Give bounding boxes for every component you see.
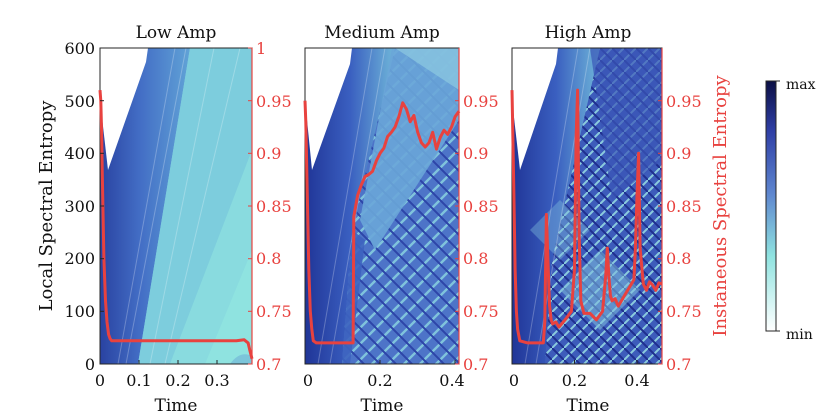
left-y-axis-label: Local Spectral Entropy	[36, 100, 57, 312]
x-ticks-medium-amp: 0 0.2 0.4	[303, 360, 465, 390]
ytick-500: 500	[64, 92, 95, 111]
entropy-line-low-amp	[98, 89, 254, 360]
xlabel-medium-amp: Time	[361, 396, 404, 416]
right-y-ticks-high-amp: 0.7 0.75 0.8 0.85 0.9 0.95	[658, 92, 702, 374]
colorbar-max-label: max	[786, 77, 816, 93]
panel-medium-amp: Medium Amp 0 0.2 0.4 0.7 0.75 0.8 0.85 0…	[303, 23, 499, 416]
rtick-p1-0.9: 0.9	[256, 144, 281, 163]
title-high-amp: High Amp	[545, 23, 632, 43]
colorbar: max min	[765, 77, 816, 343]
rtick-p2-0.85: 0.85	[463, 197, 499, 216]
rtick-p3-0.95: 0.95	[666, 92, 702, 111]
rtick-p3-0.9: 0.9	[666, 144, 691, 163]
left-y-ticks: 0 100 200 300 400 500 600	[64, 39, 104, 374]
xlabel-low-amp: Time	[155, 396, 198, 416]
heatmap-medium-amp	[305, 48, 459, 364]
rtick-p1-0.85: 0.85	[256, 197, 292, 216]
rtick-p1-0.75: 0.75	[256, 302, 292, 321]
x-ticks-high-amp: 0 0.2 0.4	[509, 360, 650, 390]
rtick-p3-0.75: 0.75	[666, 302, 702, 321]
ytick-300: 300	[64, 197, 95, 216]
ytick-200: 200	[64, 249, 95, 268]
xtick-p1-0: 0	[95, 371, 105, 390]
rtick-p1-0.8: 0.8	[256, 249, 281, 268]
rtick-p2-0.8: 0.8	[463, 249, 488, 268]
entropy-line-medium-amp	[303, 100, 461, 345]
x-ticks-low-amp: 0 0.1 0.2 0.3	[95, 360, 230, 390]
entropy-line-high-amp	[510, 88, 663, 345]
colorbar-min-label: min	[786, 327, 813, 343]
rtick-p2-0.9: 0.9	[463, 144, 488, 163]
ytick-0: 0	[85, 355, 95, 374]
rtick-p3-0.8: 0.8	[666, 249, 691, 268]
heatmap-low-amp	[100, 48, 252, 364]
ytick-100: 100	[64, 302, 95, 321]
panel-low-amp: Low Amp 0 100 200 300 400 500 600 0 0.1 …	[64, 23, 291, 416]
rtick-p2-0.7: 0.7	[463, 355, 488, 374]
xtick-p2-0: 0	[303, 371, 313, 390]
title-low-amp: Low Amp	[136, 23, 217, 43]
xtick-p3-0.2: 0.2	[562, 371, 587, 390]
rtick-p1-0.7: 0.7	[256, 355, 281, 374]
ytick-400: 400	[64, 144, 95, 163]
xtick-p3-0: 0	[509, 371, 519, 390]
rtick-p3-0.85: 0.85	[666, 197, 702, 216]
xtick-p1-0.1: 0.1	[126, 371, 151, 390]
title-medium-amp: Medium Amp	[324, 23, 440, 43]
rtick-p1-0.95: 0.95	[256, 92, 292, 111]
right-y-axis-label: Instaneous Spectral Entropy	[710, 75, 731, 337]
panel-high-amp: High Amp 0 0.2 0.4 0.7 0.75 0.8 0.85 0.9…	[509, 23, 702, 416]
xtick-p2-0.4: 0.4	[439, 371, 464, 390]
right-y-ticks-medium-amp: 0.7 0.75 0.8 0.85 0.9 0.95	[455, 92, 499, 374]
xtick-p1-0.2: 0.2	[165, 371, 190, 390]
right-y-ticks-low-amp: 0.7 0.75 0.8 0.85 0.9 0.95 1	[248, 39, 292, 374]
rtick-p1-1: 1	[256, 39, 266, 58]
colorbar-gradient	[765, 80, 777, 332]
rtick-p2-0.95: 0.95	[463, 92, 499, 111]
rtick-p3-0.7: 0.7	[666, 355, 691, 374]
ytick-600: 600	[64, 39, 95, 58]
xtick-p3-0.4: 0.4	[624, 371, 649, 390]
rtick-p2-0.75: 0.75	[463, 302, 499, 321]
xlabel-high-amp: Time	[567, 396, 610, 416]
xtick-p2-0.2: 0.2	[367, 371, 392, 390]
xtick-p1-0.3: 0.3	[204, 371, 229, 390]
